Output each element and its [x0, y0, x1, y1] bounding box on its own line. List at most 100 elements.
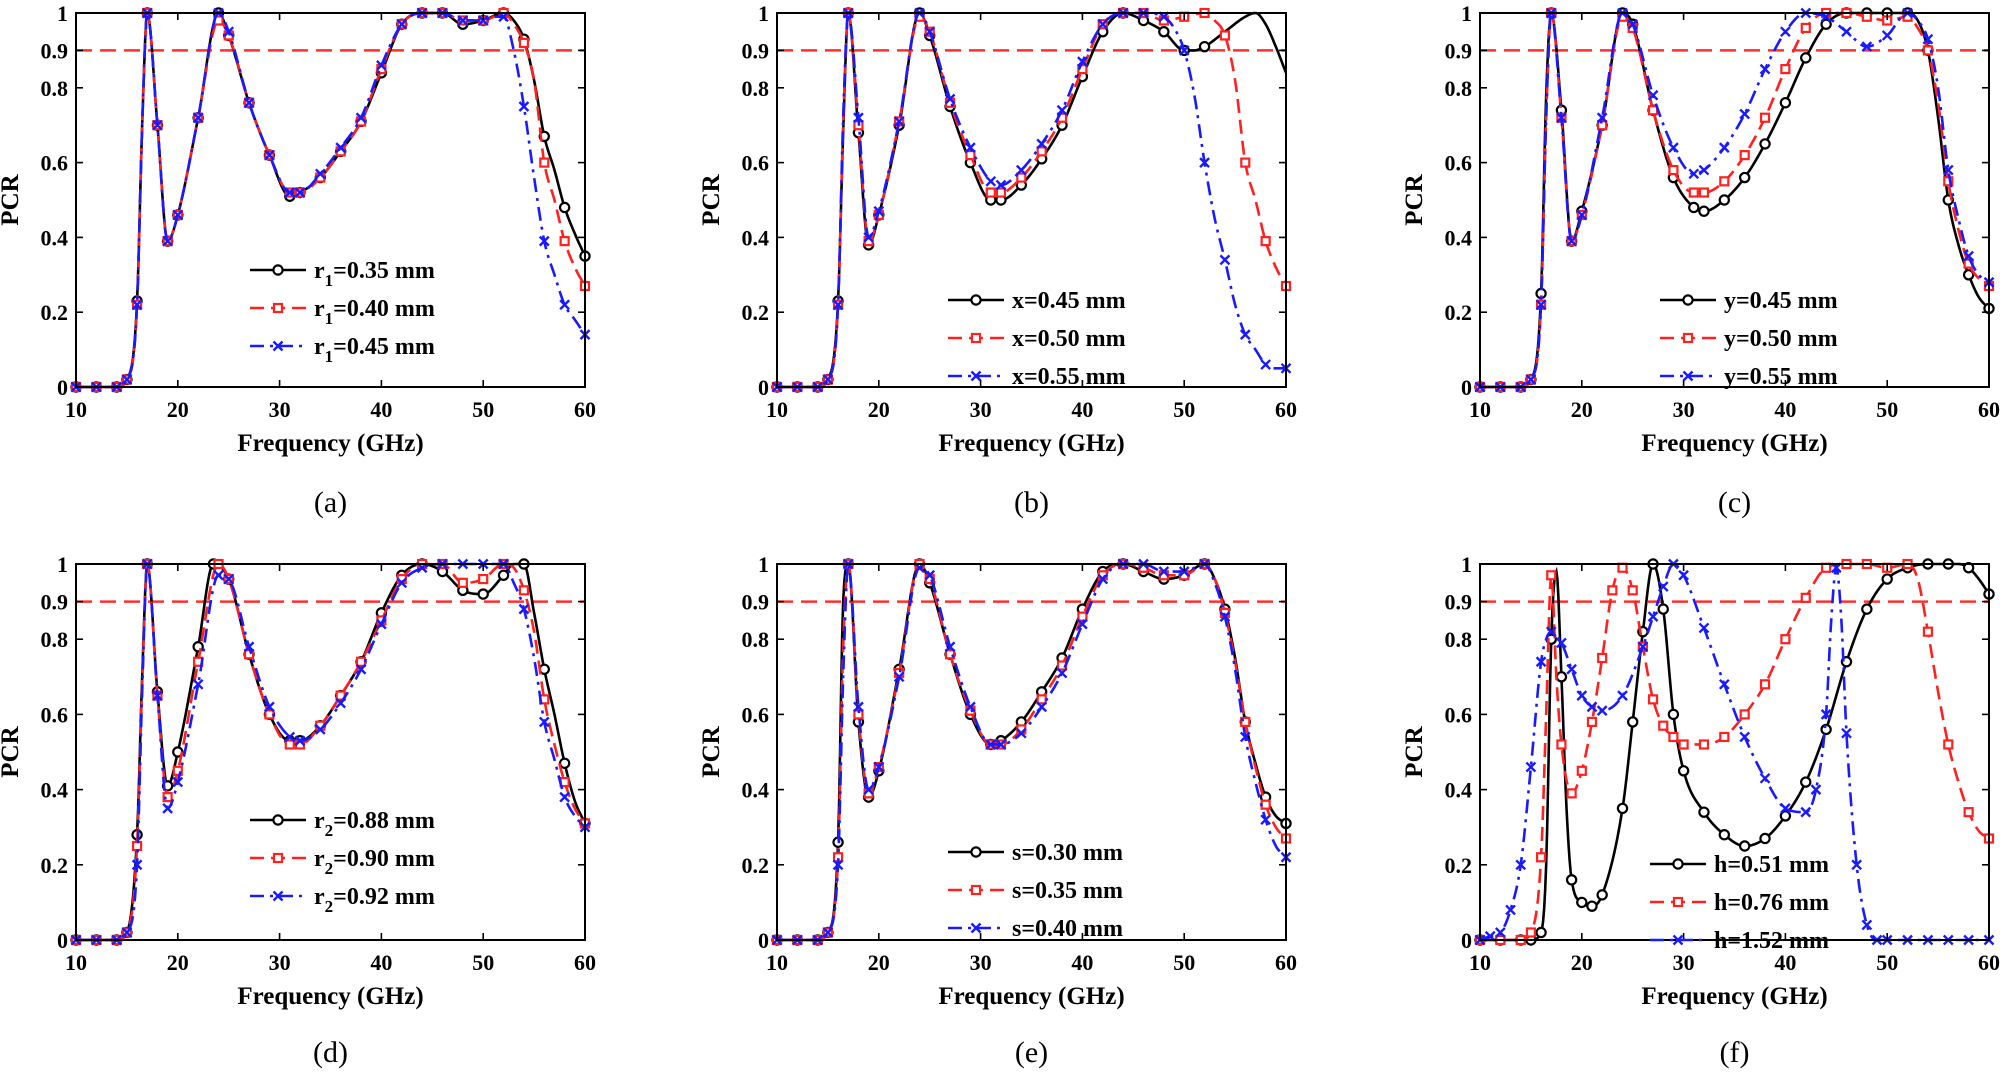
- x-tick-label: 20: [1571, 950, 1593, 975]
- data-point: [1780, 803, 1791, 814]
- y-tick-label: 1: [57, 552, 68, 577]
- legend-value: =0.45 mm: [333, 334, 435, 360]
- data-point: [1861, 603, 1873, 615]
- data-point: [1515, 859, 1527, 871]
- series-line: [1480, 562, 1989, 942]
- legend-var: y: [1724, 326, 1736, 352]
- data-point: [965, 150, 976, 161]
- legend-var: h: [1714, 852, 1727, 878]
- data-point: [1565, 874, 1578, 886]
- data-point: [355, 112, 367, 124]
- data-point: [893, 116, 905, 127]
- y-tick-label: 0.8: [41, 627, 69, 652]
- legend-marker: [1682, 370, 1694, 382]
- data-point: [873, 205, 885, 217]
- legend-marker: [970, 370, 982, 382]
- data-point: [1240, 157, 1251, 168]
- panel-5: 10 20 30 40 50 60 0 0.2 0.4 0.6 0.8 0.9 1 Frequency (…: [698, 552, 1297, 1069]
- data-point: [832, 299, 844, 311]
- legend-subscript: 1: [325, 347, 334, 366]
- data-point: [152, 690, 163, 701]
- data-point: [1698, 187, 1710, 198]
- y-tick-label: 0: [758, 375, 769, 400]
- data-point: [1780, 634, 1791, 645]
- x-tick-label: 30: [970, 397, 992, 422]
- data-point: [1881, 573, 1893, 585]
- x-tick-label: 20: [1571, 397, 1593, 422]
- data-point: [518, 603, 530, 615]
- data-point: [314, 724, 326, 735]
- y-tick-label: 0: [57, 928, 68, 953]
- legend-marker: [970, 846, 982, 858]
- axes-frame: [1479, 563, 1990, 941]
- data-point: [223, 26, 235, 38]
- data-point: [1158, 26, 1170, 38]
- legend-value: =0.35 mm: [333, 258, 435, 284]
- data-point: [1779, 810, 1792, 822]
- data-point: [1841, 727, 1852, 739]
- legend-marker: [970, 884, 982, 896]
- data-point: [1698, 164, 1710, 176]
- legend-value: =0.40 mm: [1021, 916, 1123, 942]
- legend-marker: [1682, 294, 1694, 306]
- data-point: [1626, 716, 1639, 728]
- y-tick-label: 1: [1461, 1, 1472, 26]
- legend-marker: [272, 340, 284, 352]
- panel-label: (a): [314, 486, 347, 519]
- data-point: [1556, 112, 1567, 124]
- data-point: [873, 761, 885, 773]
- legend-value: =0.92 mm: [333, 884, 435, 910]
- data-point: [335, 697, 347, 709]
- y-tick-label: 0.2: [1445, 300, 1473, 325]
- legend-subscript: 2: [325, 821, 334, 840]
- y-tick-label: 0.8: [1445, 627, 1473, 652]
- y-tick-label: 0.4: [742, 225, 770, 250]
- data-point: [1546, 570, 1557, 581]
- series-red: [70, 558, 591, 946]
- data-point: [1698, 622, 1710, 634]
- data-point: [1036, 138, 1048, 150]
- series-black: [70, 7, 591, 393]
- data-point: [1097, 573, 1109, 585]
- data-point: [1719, 731, 1730, 743]
- data-point: [1738, 171, 1751, 184]
- y-tick-label: 0.9: [1445, 38, 1473, 63]
- axes-frame: [776, 563, 1287, 941]
- y-tick-label: 1: [758, 552, 769, 577]
- data-point: [1178, 45, 1190, 56]
- legend-var: s: [1012, 916, 1021, 942]
- x-tick-label: 30: [269, 950, 291, 975]
- data-point: [213, 569, 224, 581]
- series-line: [76, 562, 585, 942]
- legend-entry: r2=0.92 mm: [314, 884, 435, 916]
- data-point: [1800, 22, 1811, 34]
- data-point: [1535, 299, 1547, 311]
- data-point: [131, 299, 143, 311]
- panel-6: 10 20 30 40 50 60 0 0.2 0.4 0.6 0.8 0.9 1 Frequency (…: [1401, 552, 2000, 1069]
- data-point: [457, 577, 468, 588]
- x-tick-label: 50: [1876, 950, 1898, 975]
- data-point: [1576, 690, 1588, 701]
- legend-value: =0.45 mm: [1736, 288, 1838, 314]
- data-point: [152, 119, 163, 131]
- data-point: [478, 573, 489, 585]
- data-point: [1240, 716, 1251, 728]
- x-tick-label: 40: [1071, 950, 1093, 975]
- y-tick-label: 0.2: [41, 300, 69, 325]
- data-point: [1698, 739, 1710, 750]
- data-point: [924, 569, 936, 581]
- data-point: [192, 678, 204, 690]
- data-point: [559, 236, 570, 247]
- y-tick-label: 0: [758, 928, 769, 953]
- data-point: [1861, 41, 1873, 53]
- data-point: [223, 573, 235, 585]
- data-point: [1942, 164, 1954, 176]
- legend-var: r: [314, 808, 325, 834]
- y-tick-label: 0.8: [1445, 76, 1473, 101]
- legend-marker: [970, 922, 982, 934]
- data-point: [294, 187, 306, 198]
- data-point: [162, 235, 173, 247]
- y-tick-label: 0.4: [41, 225, 69, 250]
